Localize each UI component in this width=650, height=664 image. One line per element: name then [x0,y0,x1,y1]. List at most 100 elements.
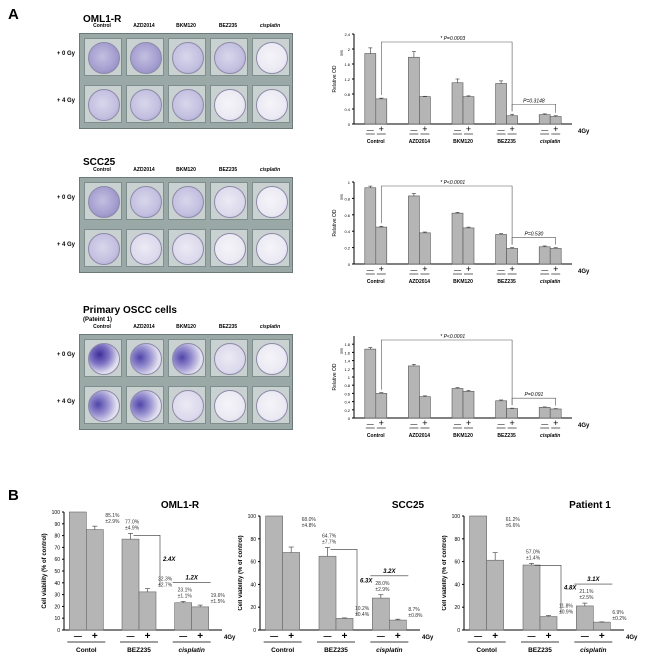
category-label: cisplatin [178,647,204,654]
significance-bracket [380,41,513,112]
y-tick-label: 100 [452,514,461,520]
y-axis-label: Relative OD [332,209,338,236]
colony-dish [252,386,290,424]
row-label: + 4 Gy [56,98,75,104]
y-tick-label: 0.8 [344,383,350,388]
chart-title: OML1-R [161,500,200,511]
bar [408,195,420,265]
category-label: BEZ235 [127,647,151,654]
value-label: 21.1% [579,589,594,595]
value-label: 19.6% [211,593,226,599]
fold-label: 3.2X [383,569,396,575]
viability-chart-patient1: Patient 1 0 20 40 60 80 100 Cell viability (% o… [442,500,638,654]
group-sign: — [377,632,385,641]
group-sign: — [474,632,482,641]
group-sign: — [454,421,461,428]
group-sign: + [379,418,384,428]
column-header: Control [93,324,111,330]
y-tick-label: 0 [348,416,351,421]
bar [549,116,562,125]
value-label: 57.0% [526,549,541,555]
colony-dish [210,339,248,377]
value-label: 32.3% [158,577,173,583]
group-sign: — [498,421,505,428]
colony-dish [168,38,206,76]
bar-chart-primary-oscc: 0 0.2 0.4 0.6 0.8 1 1.2 1.4 1.6 1.8 Relative OD 595… [332,334,590,439]
column-header: AZD2014 [133,167,155,173]
value-label: 6.9% [612,610,624,616]
group-sign: + [553,124,558,134]
colony-dish [252,182,290,220]
bar [375,98,388,125]
category-label: Contol [76,647,97,654]
y-tick-label: 20 [250,605,256,611]
y-tick-label: 1 [348,375,351,380]
bar [506,115,518,125]
bar [419,396,431,419]
group-sign: — [324,632,332,641]
category-label: BKM120 [453,433,473,439]
chart-title: SCC25 [392,500,425,511]
colony-dish [252,38,290,76]
bar [364,187,377,265]
value-label: 11.8% [559,604,573,610]
y-tick-label: 40 [250,582,256,588]
bar [462,227,475,265]
y-tick-label: 30 [54,593,60,599]
error-label: ±2.9% [105,519,120,525]
section-title-scc25: SCC25 [83,157,116,168]
p-value-label: * P=0.0003 [440,36,465,42]
group-sign: — [127,632,135,641]
colony-dish [126,38,164,76]
bar [495,234,507,265]
category-label: cisplatin [540,139,560,145]
group-sign: + [553,264,558,274]
colony-dish [210,85,248,123]
y-axis-label-sub: 595 [340,348,344,354]
y-axis-label: Cell viability (% of control) [442,535,448,610]
error-label: ±6.6% [506,523,521,529]
y-tick-label: 0.8 [344,196,350,201]
category-label: Contol [476,647,497,654]
category-label: BEZ235 [528,647,552,654]
row-label: + 4 Gy [56,399,75,405]
error-label: ±0.2% [612,616,627,622]
y-tick-label: 0.2 [344,408,350,413]
column-header: BKM120 [176,324,196,330]
error-label: ±4.9% [125,525,140,531]
bar [495,83,507,125]
error-label: ±4.8% [302,523,317,529]
fold-label: 4.8X [563,585,577,591]
bar-chart-oml1r: 0 0.4 0.8 1.2 1.6 2 2.4 Relative OD 595 — + Control… [332,32,590,145]
group-sign: + [422,124,427,134]
category-label: AZD2014 [409,279,431,285]
bar-chart-scc25: 0 0.2 0.4 0.6 0.8 1 Relative OD 595 — + Control — + A… [332,180,590,285]
colony-dish [84,182,122,220]
y-tick-label: 60 [454,560,460,566]
section-title-oml1r: OML1-R [83,14,122,25]
bar [495,400,507,419]
group-sign: — [541,267,548,274]
bar [138,591,157,631]
y-tick-label: 0.8 [344,92,350,97]
error-label: ±1.4% [526,555,541,561]
column-header: BEZ235 [218,167,238,173]
bar [408,365,420,419]
group-sign: + [553,418,558,428]
bar [419,96,431,125]
fold-bracket [534,565,562,614]
bar [576,605,594,631]
category-label: Control [367,433,385,439]
row-label: + 0 Gy [56,352,75,358]
group-sign: — [270,632,278,641]
y-tick-label: 0.2 [344,246,350,251]
colony-dish [168,85,206,123]
p-value-label: P=0.091 [525,392,544,398]
colony-dish [84,229,122,267]
colony-dish [210,182,248,220]
group-sign: + [422,264,427,274]
y-axis-label: Relative OD [332,65,338,92]
colony-dish [126,386,164,424]
y-tick-label: 1.4 [344,359,350,364]
error-label: ±1.5% [211,599,226,605]
